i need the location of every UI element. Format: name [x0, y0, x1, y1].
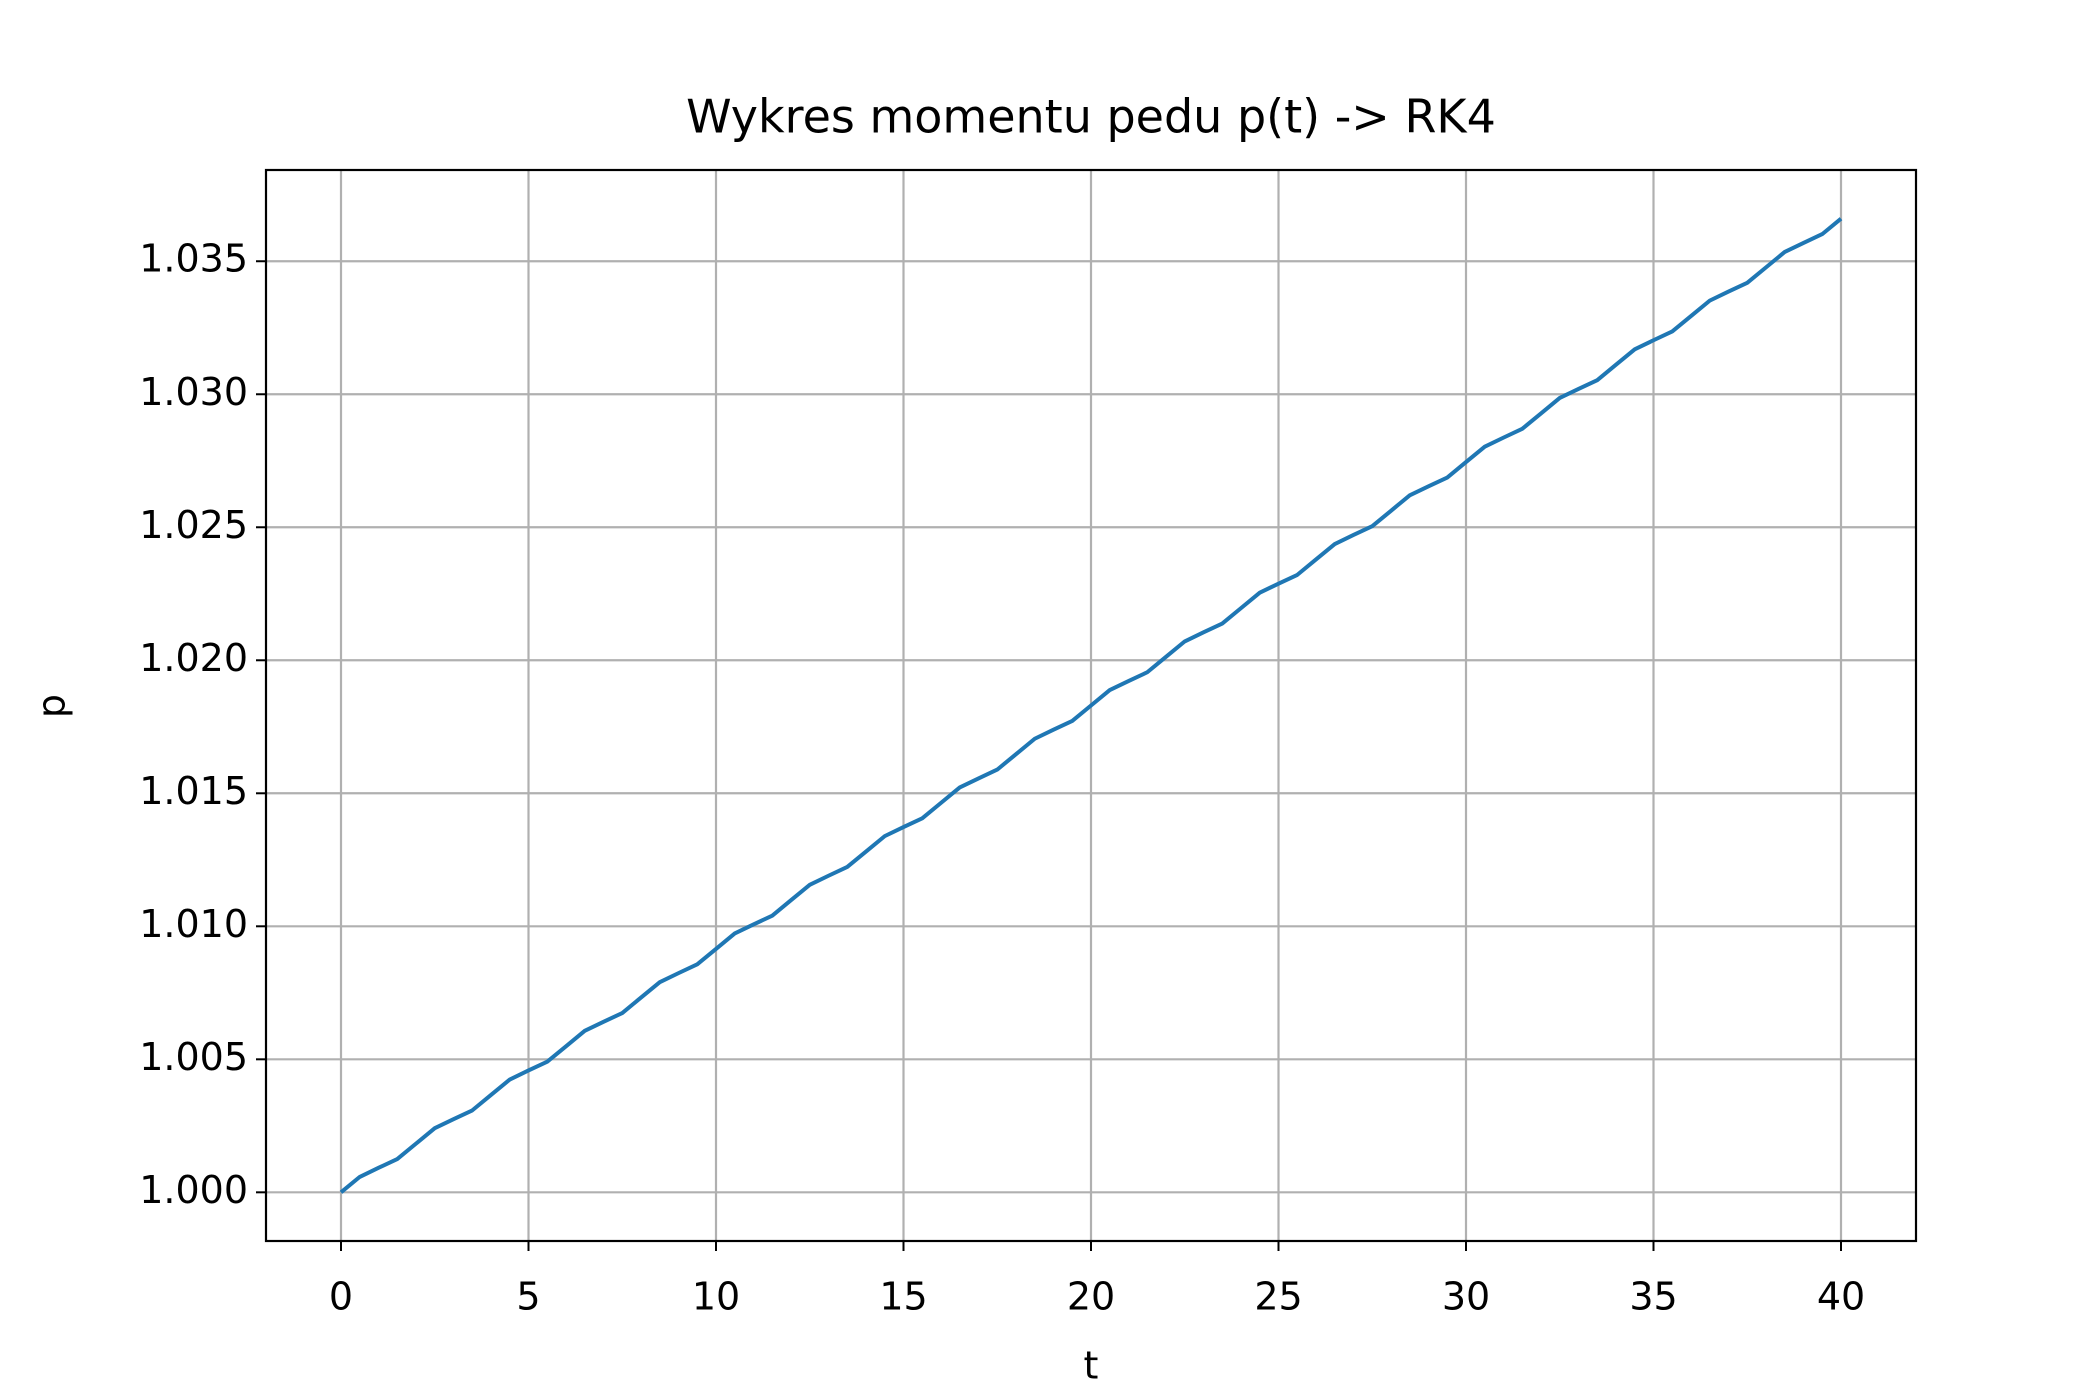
- data-line: [339, 217, 1843, 1194]
- x-tick-label: 30: [1442, 1275, 1490, 1319]
- x-tick-label: 10: [692, 1275, 740, 1319]
- y-tick-label: 1.010: [139, 902, 248, 946]
- x-tick-label: 35: [1629, 1275, 1677, 1319]
- y-tick-label: 1.025: [139, 503, 248, 547]
- plot-frame: [264, 168, 1918, 1243]
- y-tick-label: 1.015: [139, 769, 248, 813]
- y-tick-label: 1.000: [139, 1168, 248, 1212]
- y-tick-label: 1.030: [139, 370, 248, 414]
- chart-title: Wykres momentu pedu p(t) -> RK4: [686, 90, 1496, 144]
- x-tick-label: 15: [879, 1275, 927, 1319]
- x-tick-label: 0: [329, 1275, 353, 1319]
- y-tick-label: 1.035: [139, 237, 248, 281]
- x-axis-label: t: [1084, 1344, 1099, 1388]
- x-tick-label: 25: [1254, 1275, 1302, 1319]
- y-axis-label: p: [30, 694, 74, 718]
- x-tick-label: 20: [1067, 1275, 1115, 1319]
- x-tick-label: 40: [1817, 1275, 1865, 1319]
- y-tick-label: 1.020: [139, 636, 248, 680]
- x-tick-label: 5: [516, 1275, 540, 1319]
- y-tick-label: 1.005: [139, 1035, 248, 1079]
